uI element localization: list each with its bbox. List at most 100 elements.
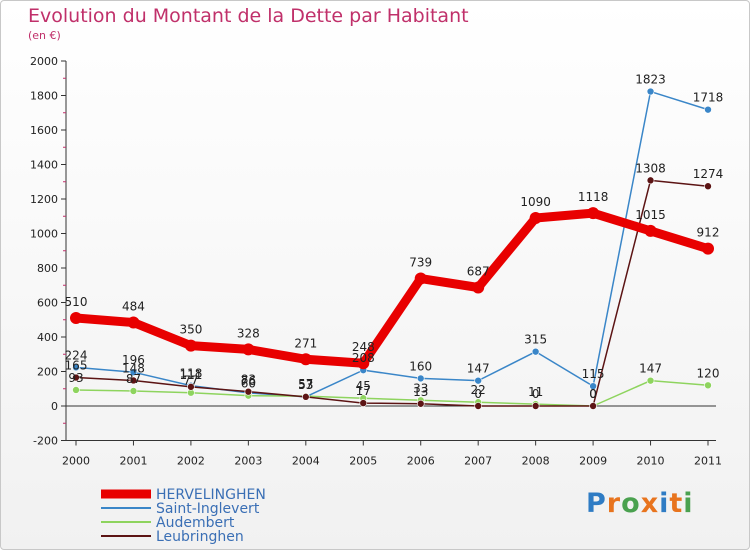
y-tick-label: 1400 (30, 159, 58, 172)
logo-letter: t (669, 488, 684, 519)
x-tick-label: 2005 (349, 455, 377, 468)
data-label: 77 (183, 374, 198, 388)
data-label: 111 (179, 368, 202, 382)
chart-title: Evolution du Montant de la Dette par Hab… (28, 5, 469, 27)
data-label: 148 (122, 361, 145, 375)
data-label: 912 (697, 226, 720, 240)
data-label: 1118 (578, 190, 609, 204)
data-point (129, 387, 138, 395)
data-point (357, 357, 370, 370)
data-point (474, 376, 482, 385)
data-label: 160 (409, 359, 432, 373)
legend-label: Leubringhen (156, 529, 244, 545)
data-label: 147 (639, 362, 662, 376)
logo-letter: i (659, 488, 670, 519)
data-label: 53 (298, 378, 313, 392)
y-tick-label: 200 (37, 366, 58, 379)
y-tick-label: 0 (51, 400, 58, 413)
x-tick-label: 2006 (407, 455, 435, 468)
logo-letter: i (683, 488, 694, 519)
y-tick-label: 1000 (30, 228, 58, 241)
data-label: 1274 (693, 167, 724, 181)
legend-label: HERVELINGHEN (156, 487, 266, 503)
y-tick-label: 600 (37, 297, 58, 310)
data-label: 83 (241, 373, 256, 387)
data-label: 76 (241, 374, 256, 388)
data-point (127, 316, 140, 329)
logo-letter: r (606, 488, 622, 519)
y-tick-label: 2000 (30, 55, 58, 68)
x-tick-label: 2009 (579, 455, 607, 468)
data-point (70, 312, 82, 325)
data-label: 350 (179, 323, 202, 337)
data-label: 328 (237, 326, 260, 340)
data-point (414, 272, 427, 285)
x-tick-label: 2002 (177, 455, 205, 468)
logo-letter: P (586, 488, 607, 519)
data-label: 11 (528, 385, 543, 399)
data-label: 1015 (635, 208, 666, 222)
data-label: 17 (356, 384, 371, 398)
x-tick-label: 2010 (637, 455, 665, 468)
data-label: 115 (582, 367, 605, 381)
data-label: 13 (413, 385, 428, 399)
logo-letter: o (621, 488, 641, 519)
legend-label: Saint-Inglevert (156, 501, 260, 517)
data-point (72, 373, 80, 382)
data-label: 93 (68, 371, 83, 385)
data-point (416, 399, 425, 408)
data-label: 208 (352, 351, 375, 365)
data-point (646, 376, 655, 385)
data-point (472, 281, 485, 294)
data-label: 510 (65, 295, 88, 309)
series-line-audembert (75, 379, 709, 407)
data-point (704, 182, 712, 191)
data-point (531, 347, 540, 356)
data-label: 315 (524, 333, 547, 347)
data-point (704, 381, 712, 390)
data-point (589, 382, 597, 390)
data-point (646, 176, 655, 185)
data-label: 53 (298, 378, 313, 392)
legend-label: Audembert (156, 515, 235, 531)
data-label: 45 (356, 379, 371, 393)
data-label: 1308 (635, 161, 666, 175)
data-label: 271 (294, 336, 317, 350)
data-point (474, 402, 482, 410)
data-label: 60 (241, 377, 256, 391)
data-label: 22 (471, 383, 486, 397)
y-tick-label: 400 (37, 331, 58, 344)
data-label: 484 (122, 300, 145, 314)
data-label: 1090 (520, 195, 551, 209)
data-point (587, 207, 600, 220)
data-label: 87 (126, 372, 141, 386)
data-point (244, 387, 253, 396)
series-line-hervelinghen (71, 208, 713, 368)
data-point (704, 105, 712, 114)
data-point (531, 402, 540, 410)
logo-letter: x (640, 488, 660, 519)
data-label: 196 (122, 353, 145, 367)
proxiti-logo: Proxiti (586, 488, 694, 519)
data-point (646, 87, 655, 96)
data-label: 739 (409, 256, 432, 270)
data-label: 118 (179, 367, 202, 381)
data-point (302, 393, 310, 401)
data-point (184, 339, 197, 352)
data-point (72, 363, 80, 372)
data-label: 248 (352, 340, 375, 354)
data-point (187, 383, 195, 391)
series-line-saint-inglevert (75, 90, 709, 398)
y-tick-label: 1600 (30, 124, 58, 137)
x-tick-label: 2003 (234, 455, 262, 468)
data-point (702, 242, 714, 255)
data-label: 0 (589, 387, 597, 401)
series-line-leubringhen (75, 179, 709, 407)
data-label: 33 (413, 381, 428, 395)
data-point (359, 399, 368, 407)
data-label: 1718 (693, 91, 724, 105)
x-tick-label: 2008 (522, 455, 550, 468)
data-label: 0 (589, 387, 597, 401)
